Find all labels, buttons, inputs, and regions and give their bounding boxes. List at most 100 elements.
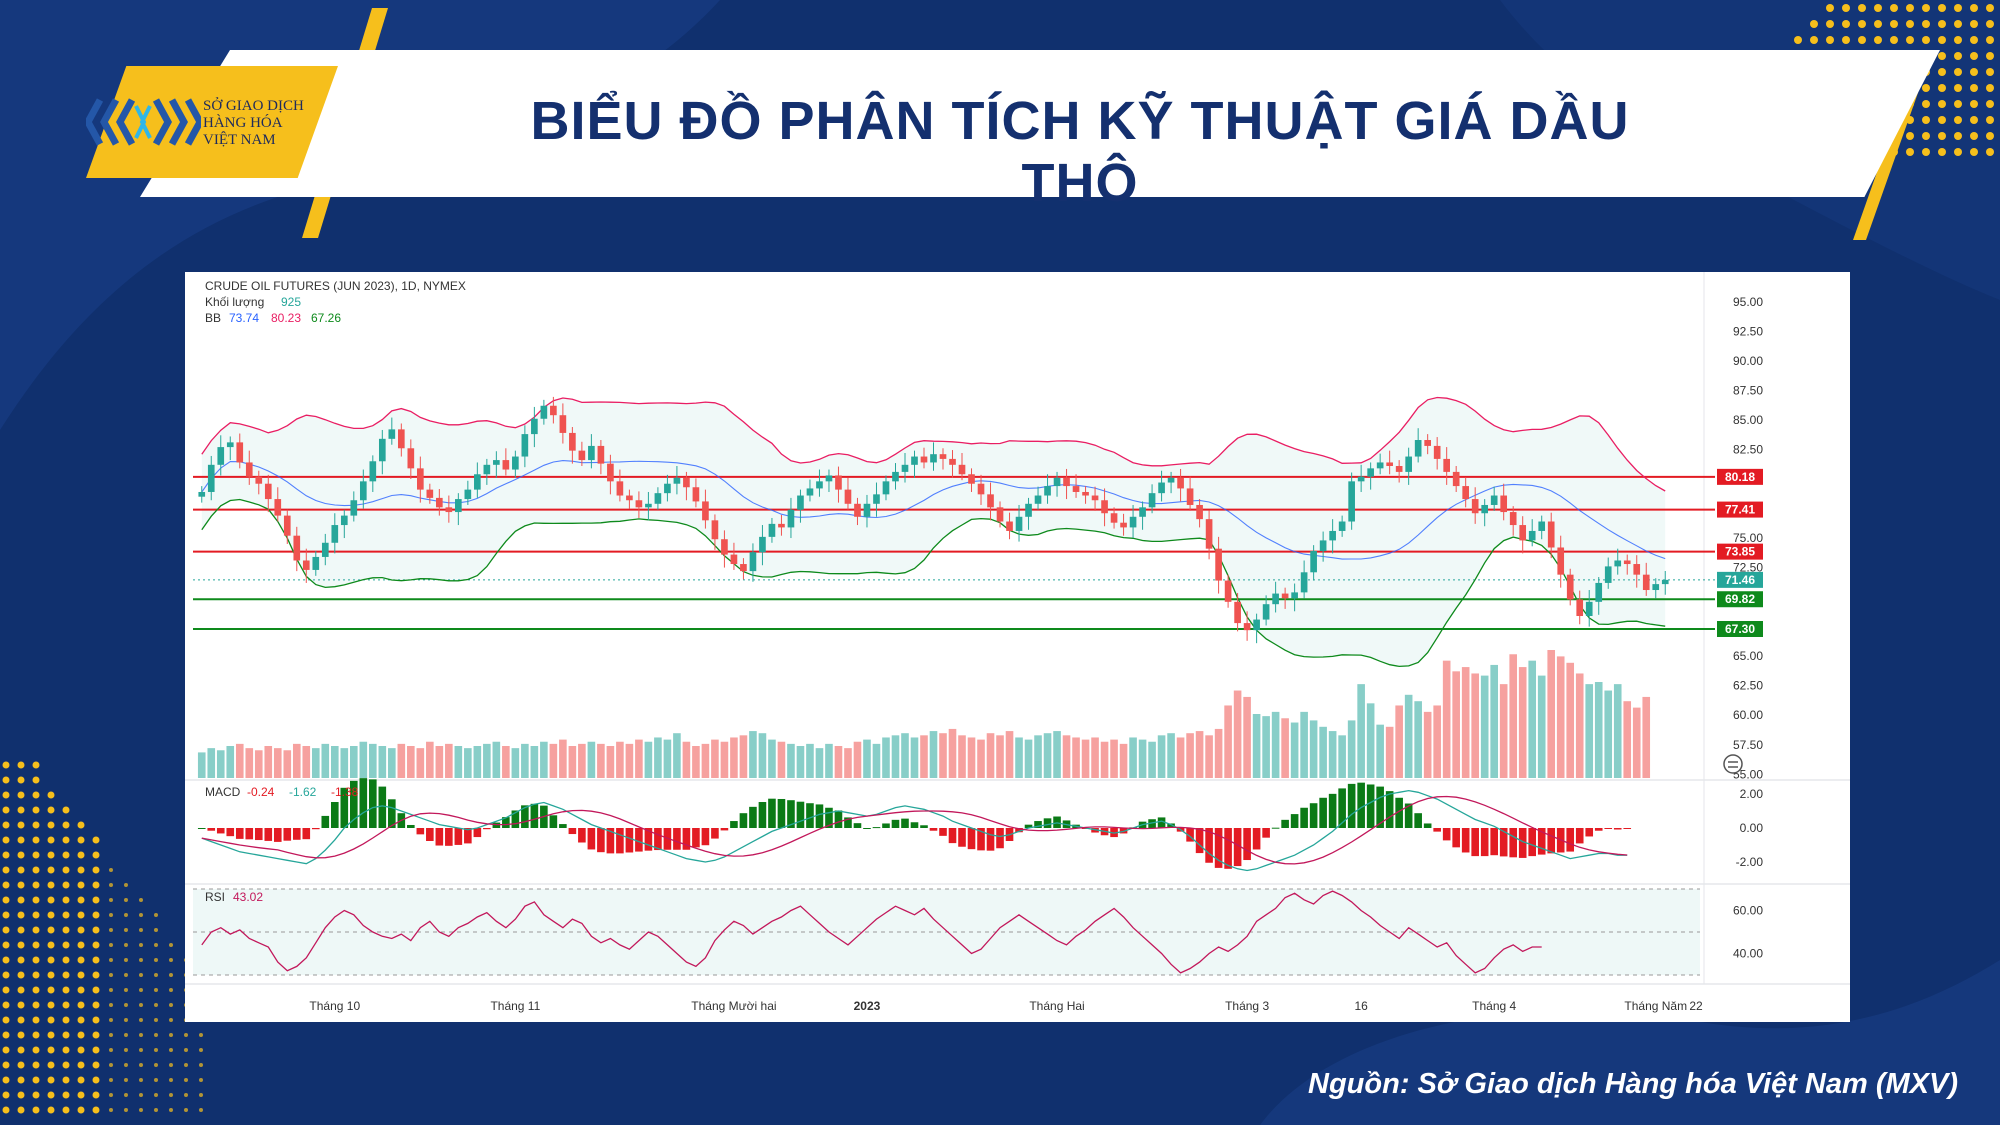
candle-body bbox=[702, 501, 709, 521]
candle-body bbox=[854, 503, 861, 517]
candle-body bbox=[474, 474, 481, 490]
candle-body bbox=[226, 442, 234, 448]
pattern-dot bbox=[1826, 4, 1834, 12]
macd-histogram-bar bbox=[654, 828, 662, 851]
macd-histogram-bar bbox=[606, 828, 615, 854]
pattern-dot bbox=[47, 1106, 55, 1114]
volume-bar bbox=[302, 746, 311, 778]
candle-body bbox=[597, 445, 605, 464]
pattern-dot bbox=[92, 911, 100, 919]
resistance-price-label: 80.18 bbox=[1725, 470, 1755, 484]
pattern-dot bbox=[32, 926, 40, 934]
pattern-dot bbox=[1906, 116, 1914, 124]
macd-histogram-bar bbox=[1376, 786, 1384, 828]
pattern-dot bbox=[124, 1078, 128, 1082]
macd-histogram-bar bbox=[967, 828, 976, 850]
pattern-dot bbox=[1858, 4, 1866, 12]
pattern-dot bbox=[77, 821, 85, 829]
pattern-dot bbox=[199, 1048, 203, 1052]
candle-body bbox=[1091, 495, 1099, 501]
volume-bar bbox=[1575, 673, 1584, 778]
candle-body bbox=[1443, 458, 1451, 472]
pattern-dot bbox=[2, 1046, 10, 1054]
pattern-dot bbox=[109, 958, 113, 962]
candle-body bbox=[1509, 512, 1517, 526]
pattern-dot bbox=[32, 881, 40, 889]
pattern-dot bbox=[17, 1076, 25, 1084]
pattern-dot bbox=[62, 1091, 70, 1099]
volume-bar bbox=[1034, 735, 1042, 778]
pattern-dot bbox=[47, 1031, 55, 1039]
pattern-dot bbox=[1954, 52, 1962, 60]
volume-bar bbox=[1072, 737, 1080, 778]
macd-histogram-bar bbox=[777, 798, 786, 828]
candle-body bbox=[1110, 513, 1118, 523]
source-caption: Nguồn: Sở Giao dịch Hàng hóa Việt Nam (M… bbox=[1308, 1068, 1958, 1100]
candle-body bbox=[255, 476, 263, 484]
macd-histogram-bar bbox=[597, 828, 605, 853]
volume-bar bbox=[1281, 718, 1289, 778]
candle-body bbox=[1063, 477, 1070, 487]
macd-histogram-bar bbox=[720, 828, 729, 831]
candle-body bbox=[483, 464, 491, 475]
macd-histogram-bar bbox=[549, 815, 558, 828]
candle-body bbox=[949, 458, 956, 465]
macd-histogram-bar bbox=[1357, 782, 1365, 828]
bollinger-lower-line bbox=[201, 498, 1666, 668]
pattern-dot bbox=[1986, 148, 1994, 156]
macd-histogram-bar bbox=[264, 828, 273, 841]
macd-histogram-bar bbox=[1290, 814, 1299, 828]
macd-histogram-bar bbox=[511, 810, 520, 828]
pattern-dot bbox=[109, 943, 113, 947]
pattern-dot bbox=[92, 851, 100, 859]
macd-signal-line bbox=[201, 795, 1628, 865]
macd-histogram-bar bbox=[1461, 828, 1470, 853]
volume-bar bbox=[207, 748, 216, 778]
candle-body bbox=[588, 445, 595, 461]
pattern-dot bbox=[169, 1048, 173, 1052]
volume-bar bbox=[502, 746, 510, 778]
pattern-dot bbox=[62, 956, 70, 964]
volume-legend-label: Khối lượng bbox=[205, 295, 264, 309]
volume-bar bbox=[254, 750, 263, 778]
pattern-dot bbox=[32, 806, 40, 814]
macd-histogram-bar bbox=[464, 828, 472, 844]
pattern-dot bbox=[1842, 20, 1850, 28]
volume-bar bbox=[330, 746, 339, 778]
macd-histogram-bar bbox=[1243, 828, 1251, 861]
candle-body bbox=[635, 500, 643, 508]
pattern-dot bbox=[1970, 20, 1978, 28]
candle-body bbox=[977, 483, 985, 495]
pattern-dot bbox=[62, 851, 70, 859]
macd-legend-value-3: -1.38 bbox=[331, 785, 359, 799]
price-axis-tick: 87.50 bbox=[1733, 383, 1763, 397]
volume-bar bbox=[464, 748, 472, 778]
volume-bar bbox=[321, 743, 330, 778]
candle-body bbox=[340, 515, 348, 526]
macd-histogram-bar bbox=[986, 828, 995, 851]
pattern-dot bbox=[109, 973, 113, 977]
pattern-dot bbox=[124, 943, 128, 947]
pattern-dot bbox=[32, 1076, 40, 1084]
timezone-clock-icon[interactable] bbox=[1723, 754, 1743, 774]
pattern-dot bbox=[109, 1108, 113, 1112]
page-title: BIỂU ĐỒ PHÂN TÍCH KỸ THUẬT GIÁ DẦU THÔ bbox=[530, 91, 1630, 213]
pattern-dot bbox=[199, 1033, 203, 1037]
volume-bar bbox=[1461, 667, 1470, 778]
candle-body bbox=[1167, 477, 1175, 483]
volume-bar bbox=[863, 739, 871, 778]
pattern-dot bbox=[124, 898, 128, 902]
pattern-dot bbox=[2, 1001, 10, 1009]
macd-histogram-bar bbox=[730, 821, 738, 828]
pattern-dot bbox=[2, 926, 10, 934]
last-price-tag bbox=[1717, 571, 1763, 588]
pattern-dot bbox=[1938, 100, 1946, 108]
candle-body bbox=[1661, 579, 1669, 585]
pattern-dot bbox=[62, 821, 70, 829]
macd-histogram-bar bbox=[1423, 823, 1432, 828]
pattern-dot bbox=[92, 896, 100, 904]
pattern-dot bbox=[92, 1031, 100, 1039]
volume-bar bbox=[273, 748, 282, 778]
volume-bar bbox=[1167, 733, 1175, 778]
volume-bar bbox=[1309, 720, 1318, 778]
